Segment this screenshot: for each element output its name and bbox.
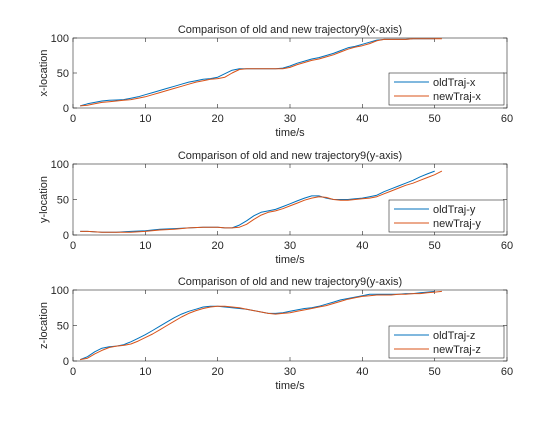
y-axis-label: z-location bbox=[38, 302, 50, 349]
legend-entry: oldTraj-x bbox=[433, 77, 476, 89]
x-tick-label: 0 bbox=[70, 366, 76, 378]
x-tick-label: 10 bbox=[139, 113, 151, 125]
y-tick-label: 0 bbox=[63, 230, 69, 242]
legend-box bbox=[388, 199, 505, 233]
x-tick-label: 40 bbox=[356, 240, 368, 252]
chart-title: Comparison of old and new trajectory9(x-… bbox=[178, 24, 402, 36]
y-tick-label: 0 bbox=[63, 356, 69, 368]
x-tick-label: 50 bbox=[429, 366, 441, 378]
subplot-1: 0 10 20 30 40 50 60 0 50 100 Comparison of old and… bbox=[38, 24, 513, 139]
x-tick-label: 50 bbox=[429, 240, 441, 252]
x-tick-label: 20 bbox=[212, 113, 224, 125]
x-tick-label: 30 bbox=[284, 240, 296, 252]
series-line-old bbox=[80, 170, 435, 233]
x-axis-label: time/s bbox=[275, 127, 305, 139]
legend: oldTraj-x newTraj-x bbox=[388, 72, 505, 106]
subplot-3: 0 10 20 30 40 50 60 0 50 100 Comparison of old and… bbox=[38, 276, 513, 392]
x-tick-label: 0 bbox=[70, 240, 76, 252]
legend-box bbox=[388, 72, 505, 106]
x-tick-label: 10 bbox=[139, 366, 151, 378]
series-line-new bbox=[80, 290, 442, 361]
x-tick-label: 60 bbox=[501, 366, 513, 378]
legend: oldTraj-y newTraj-y bbox=[388, 199, 505, 233]
x-tick-label: 20 bbox=[212, 240, 224, 252]
chart-title: Comparison of old and new trajectory9(y-… bbox=[178, 276, 402, 288]
y-tick-label: 50 bbox=[57, 68, 69, 80]
x-tick-label: 40 bbox=[356, 113, 368, 125]
x-tick-label: 20 bbox=[212, 366, 224, 378]
y-axis-label: y-location bbox=[38, 176, 50, 223]
x-tick-label: 30 bbox=[284, 113, 296, 125]
x-tick-label: 0 bbox=[70, 113, 76, 125]
legend-entry: newTraj-z bbox=[433, 344, 481, 356]
series-group bbox=[80, 170, 443, 233]
series-group bbox=[80, 38, 442, 107]
legend: oldTraj-z newTraj-z bbox=[388, 325, 505, 359]
y-tick-label: 100 bbox=[51, 33, 69, 45]
series-line-new bbox=[80, 38, 442, 107]
subplot-2: 0 10 20 30 40 50 60 0 50 100 Comparison of old and… bbox=[38, 150, 513, 266]
x-tick-label: 60 bbox=[501, 240, 513, 252]
y-tick-label: 100 bbox=[51, 159, 69, 171]
y-tick-label: 0 bbox=[63, 103, 69, 115]
x-axis-label: time/s bbox=[275, 254, 305, 266]
x-tick-label: 30 bbox=[284, 366, 296, 378]
y-tick-label: 100 bbox=[51, 285, 69, 297]
legend-box bbox=[388, 325, 505, 359]
y-axis-label: x-location bbox=[38, 49, 50, 96]
legend-entry: newTraj-x bbox=[433, 91, 481, 103]
x-tick-label: 50 bbox=[429, 113, 441, 125]
series-group bbox=[80, 290, 442, 361]
y-tick-label: 50 bbox=[57, 195, 69, 207]
legend-entry: oldTraj-z bbox=[433, 330, 475, 342]
x-axis-label: time/s bbox=[275, 380, 305, 392]
x-tick-label: 40 bbox=[356, 366, 368, 378]
series-line-new bbox=[80, 170, 443, 233]
y-tick-label: 50 bbox=[57, 321, 69, 333]
x-tick-label: 10 bbox=[139, 240, 151, 252]
chart-title: Comparison of old and new trajectory9(y-… bbox=[178, 150, 402, 162]
legend-entry: newTraj-y bbox=[433, 218, 481, 230]
legend-entry: oldTraj-y bbox=[433, 204, 476, 216]
x-tick-label: 60 bbox=[501, 113, 513, 125]
